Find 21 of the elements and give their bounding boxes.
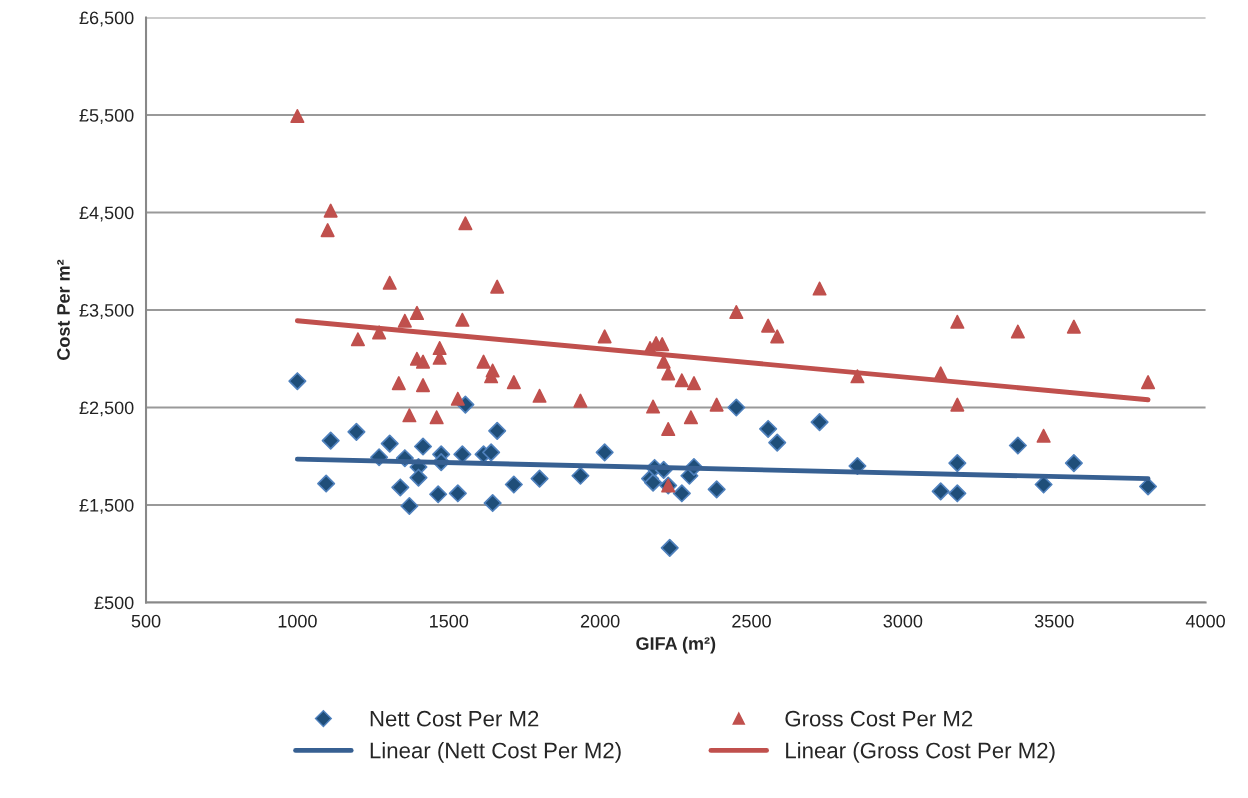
legend-label: Gross Cost Per M2 — [785, 710, 973, 727]
y-tick-label: £1,500 — [79, 498, 134, 514]
x-axis-title: GIFA (m²) — [636, 636, 716, 654]
y-tick-label: £6,500 — [79, 11, 134, 27]
y-tick-label: £4,500 — [79, 206, 134, 222]
legend-label: Linear (Gross Cost Per M2) — [786, 742, 1055, 763]
legend-label: Nett Cost Per M2 — [370, 710, 539, 727]
legend-label: Linear (Nett Cost Per M2) — [370, 742, 621, 763]
x-tick-label: 3500 — [1034, 614, 1074, 628]
x-tick-label: 1500 — [430, 614, 469, 628]
y-tick-label: £500 — [94, 596, 134, 610]
x-tick-label: 2500 — [732, 614, 771, 628]
x-tick-label: 4000 — [1185, 614, 1225, 628]
x-tick-label: 500 — [131, 614, 161, 628]
x-tick-label: 2000 — [580, 614, 620, 628]
x-tick-label: 1000 — [278, 614, 317, 628]
y-tick-label: £2,500 — [79, 401, 134, 417]
x-tick-label: 3000 — [883, 614, 923, 628]
y-axis-title: Cost Per m² — [57, 259, 70, 360]
y-tick-label: £3,500 — [79, 303, 134, 319]
y-tick-label: £5,500 — [79, 108, 134, 124]
